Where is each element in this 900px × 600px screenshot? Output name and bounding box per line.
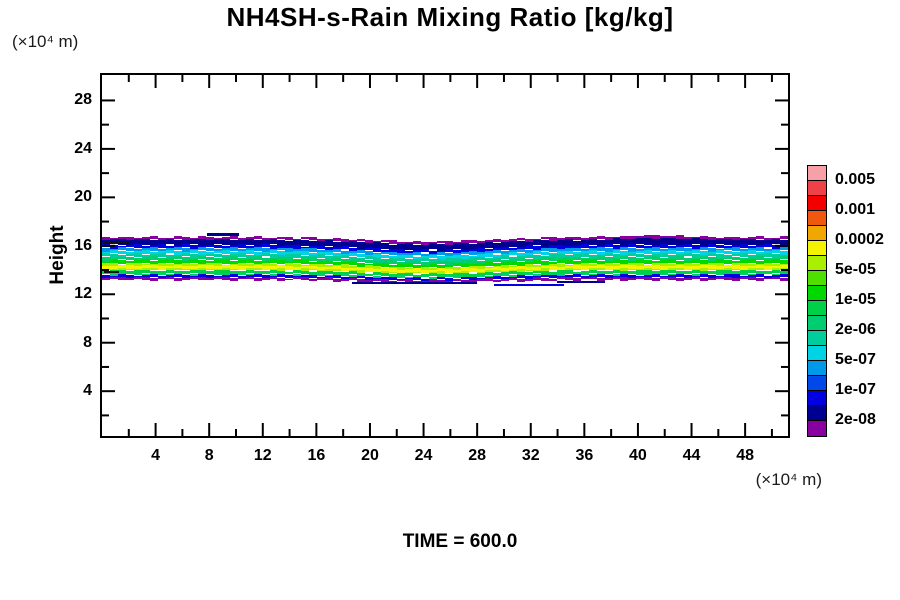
colorbar-label: 5e-05 [835, 261, 876, 278]
y-axis-unit-label: (×10⁴ m) [12, 32, 79, 51]
colorbar-cell [808, 376, 826, 391]
contour-layer [102, 259, 788, 268]
contour-fragment [352, 282, 477, 284]
y-axis-label: Height [47, 225, 68, 285]
x-tick-label: 24 [414, 447, 433, 464]
colorbar-cell [808, 421, 826, 436]
colorbar-cell [808, 361, 826, 376]
colorbar-cell [808, 316, 826, 331]
y-tick-label: 12 [74, 285, 92, 303]
colorbar-cell [808, 256, 826, 271]
contour-layer [102, 253, 788, 263]
colorbar-cell [808, 196, 826, 211]
contour-layer [102, 235, 788, 245]
contour-layer [102, 256, 788, 265]
colorbar-cell [808, 166, 826, 181]
x-tick-label: 36 [575, 447, 594, 464]
colorbar [807, 165, 827, 437]
contour-fragment [207, 233, 239, 236]
time-label: TIME = 600.0 [402, 531, 518, 552]
contour-layer [102, 270, 788, 278]
x-tick-label: 32 [521, 447, 540, 464]
colorbar-cell [808, 271, 826, 286]
y-tick-label: 20 [74, 188, 92, 206]
x-tick-label: 48 [736, 447, 755, 464]
x-tick-label: 16 [307, 447, 326, 464]
colorbar-label: 0.0002 [835, 231, 884, 248]
contour-layer [102, 274, 788, 281]
contour-band [102, 233, 788, 286]
colorbar-label: 0.005 [835, 171, 876, 188]
colorbar-cell [808, 391, 826, 406]
colorbar-label: 1e-07 [835, 381, 876, 398]
x-tick-label: 44 [682, 447, 701, 464]
contour-fragment [557, 281, 605, 283]
x-axis-unit-label: (×10⁴ m) [755, 470, 822, 489]
contour-fragment [104, 271, 119, 273]
contour-fragment [494, 284, 564, 286]
colorbar-cell [808, 331, 826, 346]
colorbar-cell [808, 406, 826, 421]
colorbar-label: 1e-05 [835, 291, 876, 308]
y-tick-label: 16 [74, 236, 92, 254]
x-tick-label: 20 [361, 447, 379, 464]
x-tick-label: 12 [253, 447, 272, 464]
y-tick-label: 4 [83, 382, 92, 400]
contour-layer [102, 244, 788, 254]
contour-layer [102, 265, 788, 273]
colorbar-label: 0.001 [835, 201, 876, 218]
contour-layer [102, 273, 788, 279]
colorbar-cell [808, 211, 826, 226]
contour-fragment [104, 241, 130, 243]
colorbar-cell [808, 301, 826, 316]
colorbar-cell [808, 346, 826, 361]
x-tick-label: 8 [204, 447, 214, 464]
colorbar-label: 2e-08 [835, 411, 876, 428]
y-tick-label: 24 [74, 139, 92, 157]
contour-layer [102, 250, 788, 260]
colorbar-cell [808, 286, 826, 301]
x-tick-label: 28 [468, 447, 487, 464]
contour-layer [102, 238, 788, 251]
colorbar-cell [808, 241, 826, 256]
x-tick-label: 4 [151, 447, 161, 464]
colorbar-label: 2e-06 [835, 321, 876, 338]
y-tick-label: 28 [74, 91, 92, 109]
chart-title: NH4SH-s-Rain Mixing Ratio [kg/kg] [226, 2, 674, 32]
colorbar-cell [808, 181, 826, 196]
colorbar-cell [808, 226, 826, 241]
x-tick-label: 40 [629, 447, 647, 464]
colorbar-label: 5e-07 [835, 351, 876, 368]
contour-layer [102, 247, 788, 257]
y-tick-label: 8 [83, 333, 92, 351]
contour-layer [102, 277, 788, 283]
